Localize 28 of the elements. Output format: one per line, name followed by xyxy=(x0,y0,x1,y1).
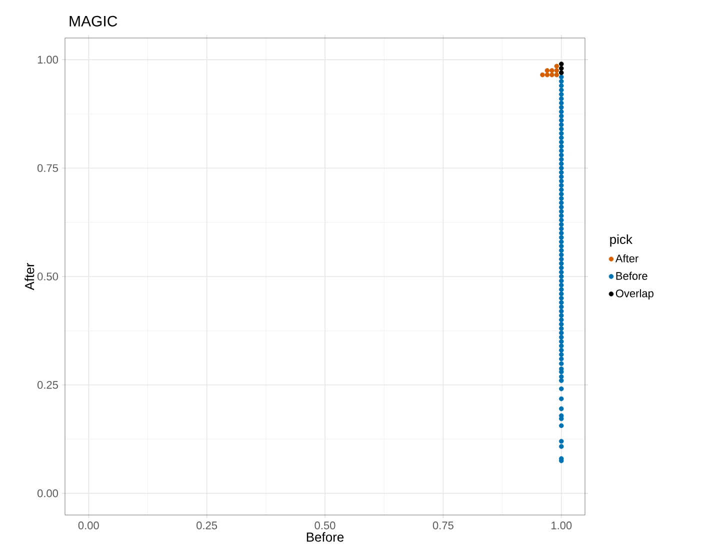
point xyxy=(558,66,564,71)
x-tick-label: 1.00 xyxy=(551,522,572,530)
point xyxy=(544,72,550,78)
point xyxy=(544,68,550,73)
y-tick-label: 0.50 xyxy=(37,272,58,280)
point xyxy=(558,70,564,76)
point xyxy=(550,72,554,78)
y-tick-label: 1.00 xyxy=(38,56,58,64)
point xyxy=(558,62,564,66)
point xyxy=(540,72,545,78)
chart-title: MAGIC xyxy=(70,16,118,26)
x-tick-label: 0.75 xyxy=(432,522,454,530)
y-tick-label: 0.75 xyxy=(37,164,58,172)
point xyxy=(554,72,560,78)
legend-label: Before xyxy=(616,272,648,280)
x-tick-label: 0.00 xyxy=(78,522,99,530)
x-tick-label: 0.25 xyxy=(196,522,218,530)
x-axis-title: Before xyxy=(306,532,344,542)
point xyxy=(550,68,554,73)
legend-label: After xyxy=(615,254,638,262)
legend-label: Overlap xyxy=(616,289,654,300)
point xyxy=(554,64,560,69)
point xyxy=(554,68,560,73)
y-axis-title: After xyxy=(24,262,34,290)
x-tick-label: 0.50 xyxy=(314,522,336,530)
legend-title: pick xyxy=(610,234,632,247)
y-tick-label: 0.25 xyxy=(37,381,58,389)
y-tick-label: 0.00 xyxy=(37,489,58,498)
